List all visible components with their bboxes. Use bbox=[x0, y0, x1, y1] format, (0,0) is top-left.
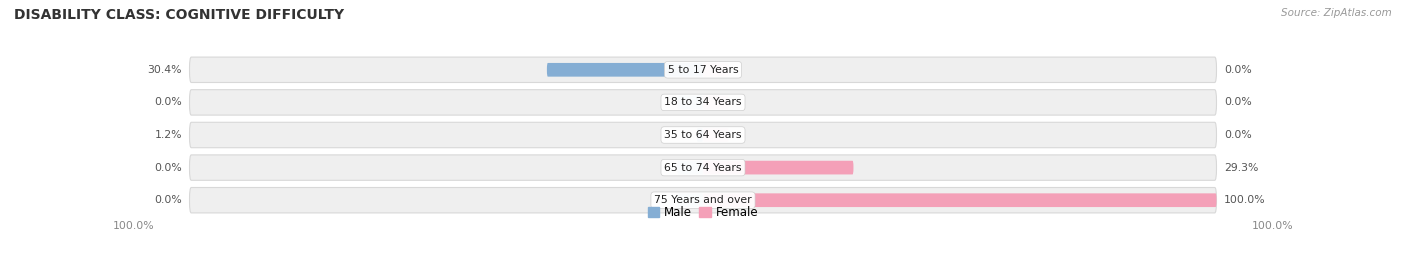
FancyBboxPatch shape bbox=[703, 63, 728, 77]
FancyBboxPatch shape bbox=[190, 122, 1216, 148]
Text: 0.0%: 0.0% bbox=[155, 97, 181, 107]
FancyBboxPatch shape bbox=[190, 57, 1216, 83]
FancyBboxPatch shape bbox=[703, 161, 853, 174]
FancyBboxPatch shape bbox=[678, 96, 703, 109]
FancyBboxPatch shape bbox=[703, 96, 728, 109]
FancyBboxPatch shape bbox=[697, 128, 703, 142]
FancyBboxPatch shape bbox=[547, 63, 703, 77]
Text: 100.0%: 100.0% bbox=[112, 221, 155, 231]
Text: 30.4%: 30.4% bbox=[148, 65, 181, 75]
Text: 0.0%: 0.0% bbox=[1225, 97, 1251, 107]
FancyBboxPatch shape bbox=[190, 90, 1216, 115]
Text: 65 to 74 Years: 65 to 74 Years bbox=[664, 163, 742, 173]
Text: 100.0%: 100.0% bbox=[1225, 195, 1265, 205]
Text: 75 Years and over: 75 Years and over bbox=[654, 195, 752, 205]
Legend: Male, Female: Male, Female bbox=[648, 206, 758, 219]
FancyBboxPatch shape bbox=[703, 128, 728, 142]
Text: 0.0%: 0.0% bbox=[155, 195, 181, 205]
FancyBboxPatch shape bbox=[190, 187, 1216, 213]
Text: 35 to 64 Years: 35 to 64 Years bbox=[664, 130, 742, 140]
Text: 29.3%: 29.3% bbox=[1225, 163, 1258, 173]
Text: DISABILITY CLASS: COGNITIVE DIFFICULTY: DISABILITY CLASS: COGNITIVE DIFFICULTY bbox=[14, 8, 344, 22]
Text: 0.0%: 0.0% bbox=[155, 163, 181, 173]
FancyBboxPatch shape bbox=[190, 155, 1216, 180]
Text: 0.0%: 0.0% bbox=[1225, 65, 1251, 75]
Text: 0.0%: 0.0% bbox=[1225, 130, 1251, 140]
Text: Source: ZipAtlas.com: Source: ZipAtlas.com bbox=[1281, 8, 1392, 18]
Text: 1.2%: 1.2% bbox=[155, 130, 181, 140]
FancyBboxPatch shape bbox=[703, 193, 1216, 207]
FancyBboxPatch shape bbox=[678, 193, 703, 207]
Text: 100.0%: 100.0% bbox=[1251, 221, 1294, 231]
Text: 5 to 17 Years: 5 to 17 Years bbox=[668, 65, 738, 75]
FancyBboxPatch shape bbox=[678, 161, 703, 174]
Text: 18 to 34 Years: 18 to 34 Years bbox=[664, 97, 742, 107]
